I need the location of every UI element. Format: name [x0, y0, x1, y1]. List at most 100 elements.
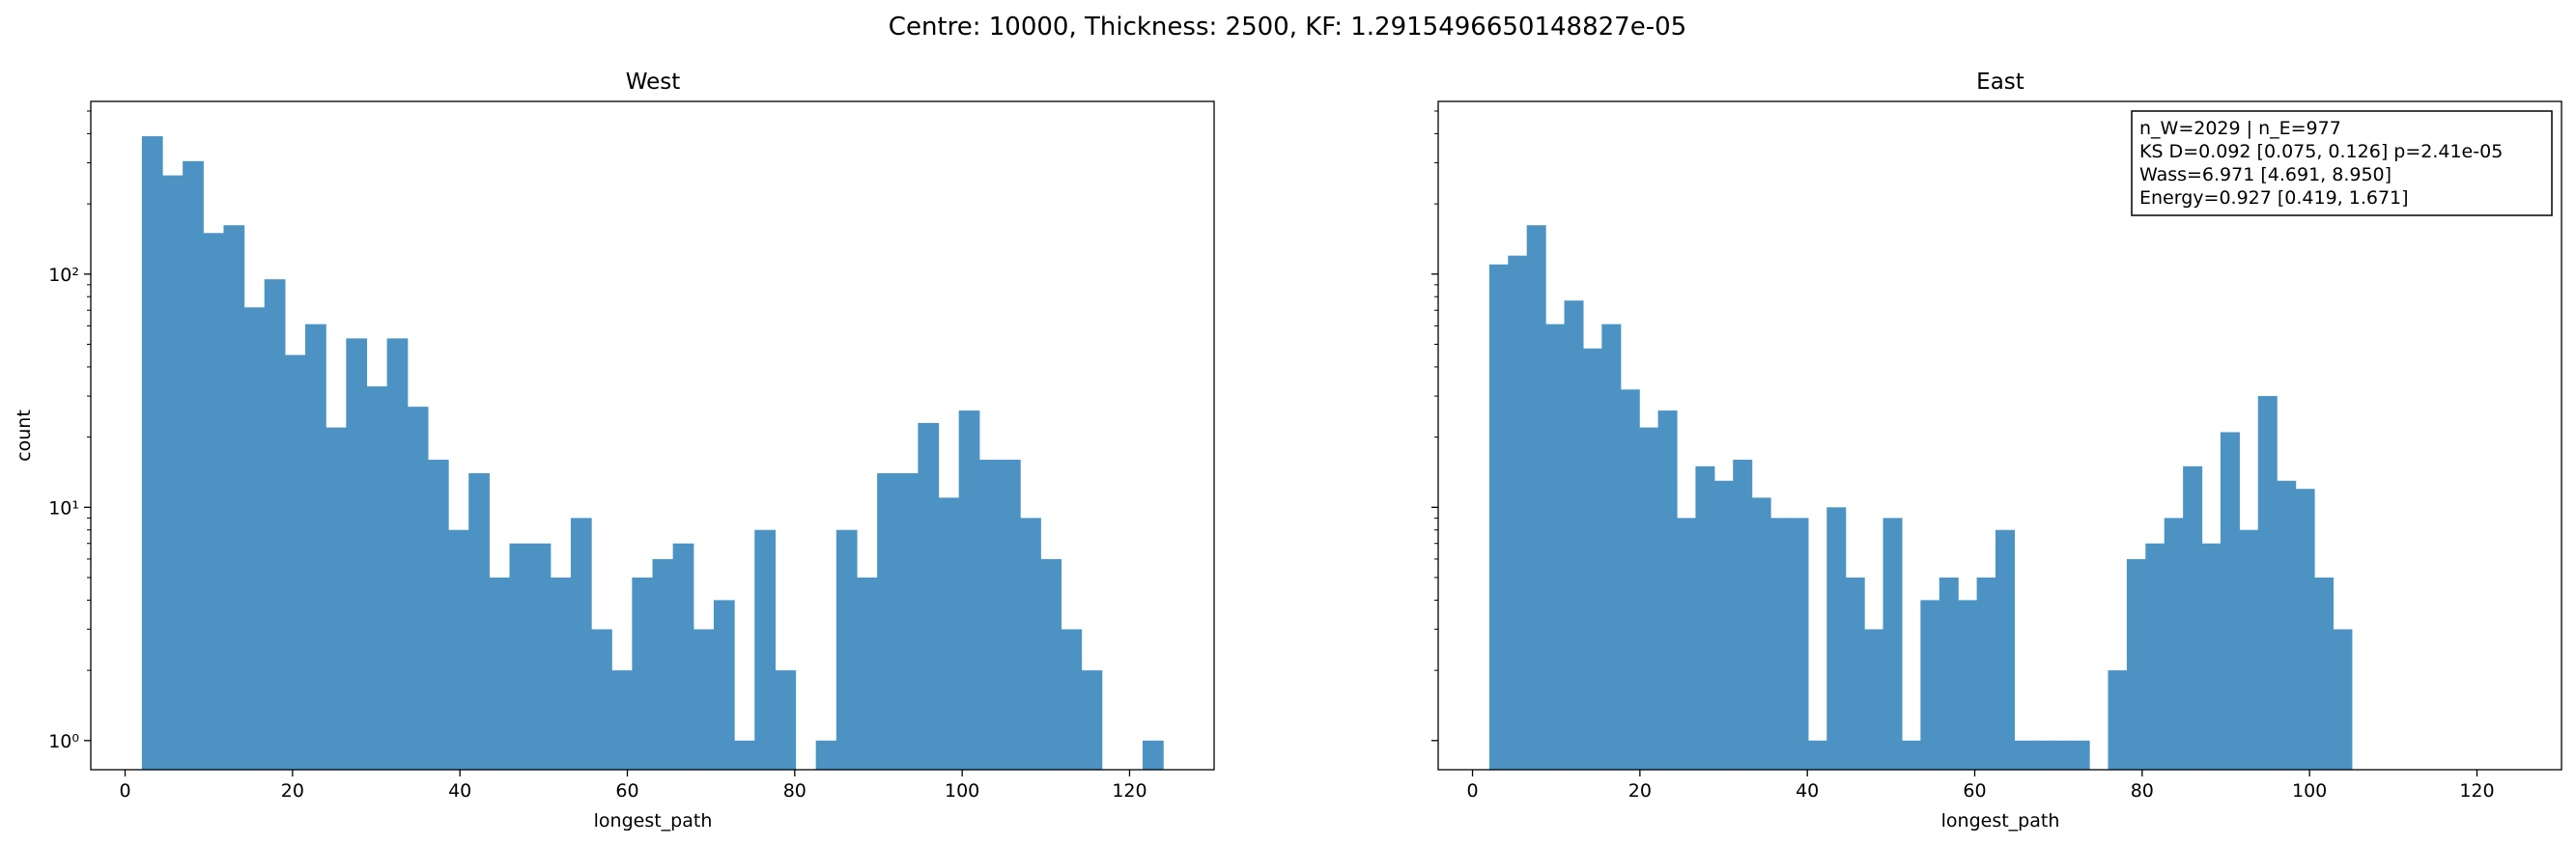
east-bar — [1733, 460, 1753, 770]
west-bar — [897, 473, 919, 770]
east-bar — [2220, 432, 2240, 770]
east-bar — [1488, 264, 1509, 770]
east-ticks: 0 20 40 60 80 100 120 — [1431, 110, 2495, 802]
west-bar — [1081, 670, 1103, 770]
east-x-axis-label: longest_path — [1941, 810, 2060, 832]
stats-line-wass: Wass=6.971 [4.691, 8.950] — [2139, 164, 2392, 185]
east-bar — [1882, 518, 1903, 770]
east-bar — [1564, 300, 1584, 770]
east-bar — [2164, 518, 2184, 770]
west-x-tick-label: 100 — [945, 780, 979, 802]
east-bar — [1920, 600, 1940, 770]
east-bar — [1770, 518, 1791, 770]
east-bar — [1526, 225, 1546, 770]
east-bar — [2032, 740, 2052, 770]
west-bar — [489, 578, 511, 770]
east-bar — [1826, 507, 1847, 770]
east-axes-frame — [1437, 100, 2562, 771]
east-bar — [2145, 543, 2166, 770]
west-bar — [672, 543, 694, 770]
east-bar — [2201, 543, 2222, 770]
east-bar — [2239, 529, 2259, 770]
west-bar — [958, 410, 980, 770]
east-panel: East 0 20 40 60 80 100 120 longest_path n_W=20… — [1431, 70, 2562, 832]
east-bar — [2126, 558, 2146, 770]
west-bar — [835, 529, 858, 770]
west-bar — [183, 160, 204, 771]
west-y-tick-label: 10¹ — [48, 497, 79, 519]
west-y-tick-label: 10² — [48, 265, 79, 286]
east-bar — [1582, 348, 1602, 770]
west-bar — [448, 529, 469, 770]
stats-line-ks: KS D=0.092 [0.075, 0.126] p=2.41e-05 — [2139, 141, 2503, 162]
east-x-tick-label: 20 — [1628, 780, 1652, 802]
west-bar — [529, 543, 552, 770]
east-x-tick-label: 40 — [1796, 780, 1819, 802]
east-bar — [1620, 389, 1640, 770]
figure-suptitle: Centre: 10000, Thickness: 2500, KF: 1.29… — [889, 13, 1686, 42]
east-bar — [1976, 578, 1996, 770]
west-bar — [223, 225, 245, 770]
east-bar — [2070, 740, 2090, 770]
east-bar — [2052, 740, 2072, 770]
east-panel-title: East — [1976, 70, 2024, 95]
east-bar — [1845, 578, 1865, 770]
stats-line-energy: Energy=0.927 [0.419, 1.671] — [2139, 187, 2409, 209]
west-axes-frame — [90, 100, 1215, 771]
east-bar — [1639, 427, 1659, 770]
west-bar — [1020, 518, 1041, 770]
west-x-tick-label: 80 — [783, 780, 807, 802]
west-bar — [305, 324, 326, 770]
west-bar — [509, 543, 531, 770]
west-x-tick-label: 120 — [1112, 780, 1146, 802]
west-bar — [407, 407, 429, 770]
west-bar — [713, 600, 735, 770]
west-bar — [611, 670, 633, 770]
west-bar — [775, 670, 797, 770]
west-bar — [978, 460, 1001, 770]
west-bar — [326, 427, 347, 770]
west-bar — [468, 473, 490, 770]
west-bar — [346, 338, 368, 770]
east-bar — [2314, 578, 2335, 770]
east-x-tick-label: 120 — [2459, 780, 2494, 802]
stats-line-counts: n_W=2029 | n_E=977 — [2139, 118, 2341, 139]
east-bar — [1901, 740, 1921, 770]
east-bar — [1958, 600, 1978, 770]
east-bar — [2333, 629, 2353, 770]
west-bar — [141, 136, 163, 770]
west-bar — [284, 354, 306, 770]
west-bar — [877, 473, 898, 770]
east-x-tick-label: 80 — [2131, 780, 2154, 802]
west-bar — [243, 307, 266, 770]
west-bar — [632, 578, 654, 770]
east-bar — [2108, 670, 2128, 770]
east-bar — [2183, 465, 2203, 770]
east-bar — [2014, 740, 2034, 770]
west-bar — [162, 175, 184, 771]
east-bar — [1508, 255, 1528, 770]
east-bar — [1939, 578, 1959, 770]
east-x-tick-label: 60 — [1963, 780, 1986, 802]
west-bar — [999, 460, 1021, 770]
west-bar — [570, 518, 592, 770]
west-bar — [1040, 558, 1062, 770]
west-y-axis-label: count — [14, 409, 35, 462]
west-bars — [141, 136, 1164, 771]
west-bar — [856, 578, 878, 770]
west-bar — [938, 497, 960, 770]
east-bar — [1657, 410, 1678, 770]
west-x-axis-label: longest_path — [594, 810, 713, 832]
west-bar — [264, 279, 286, 770]
east-x-tick-label: 0 — [1466, 780, 1478, 802]
east-bar — [1601, 324, 1622, 770]
west-panel-title: West — [626, 70, 681, 95]
west-bar — [652, 558, 674, 770]
west-bar — [427, 460, 449, 770]
west-bar — [734, 740, 755, 770]
west-bar — [754, 529, 776, 770]
west-panel: West 0 20 40 60 80 100 120 10⁰ 10¹ 10² longest_pa… — [14, 70, 1215, 832]
east-bar — [1789, 518, 1809, 770]
west-bar — [693, 629, 715, 770]
